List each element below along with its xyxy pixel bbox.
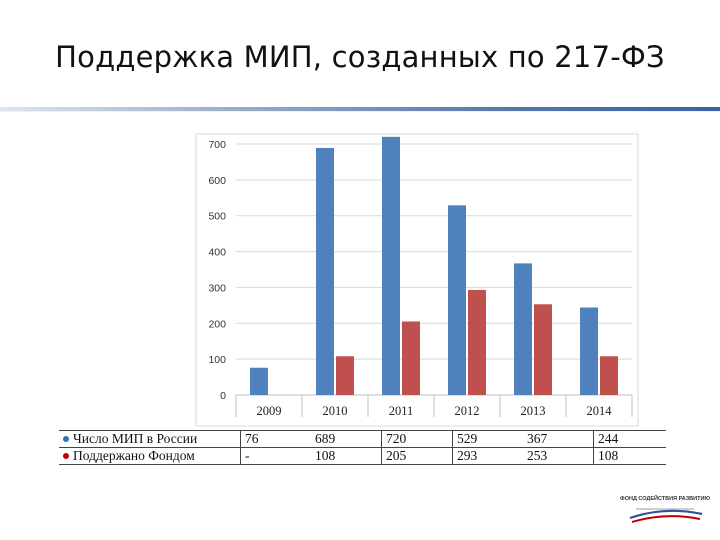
legend-dot-icon [63,436,69,442]
bar-supported-2010 [336,356,354,395]
row-label: Поддержано Фондом [73,448,195,463]
fund-logo: ФОНД СОДЕЙСТВИЯ РАЗВИТИЮ [620,492,710,528]
x-category-label: 2014 [587,404,613,418]
x-category-label: 2011 [389,404,414,418]
table-row: Число МИП в России 76 689 720 529 367 244 [59,430,666,448]
table-cell: - [240,447,311,465]
table-cell: 253 [523,447,594,465]
table-cell: 76 [240,430,311,448]
table-cell: 367 [523,430,594,448]
slide-title: Поддержка МИП, созданных по 217-ФЗ [55,40,665,74]
bar-total-2009 [250,367,268,395]
data-table: Число МИП в России 76 689 720 529 367 244 Подде… [59,430,666,465]
row-label-cell: Число МИП в России [59,430,241,448]
table-cell: 108 [593,447,666,465]
table-cell: 293 [452,447,523,465]
y-tick-label: 0 [220,390,226,402]
table-cell: 689 [311,430,382,448]
y-tick-label: 600 [208,175,226,187]
title-divider [0,107,720,111]
bar-supported-2013 [534,304,552,395]
y-tick-label: 100 [208,354,226,366]
table-cell: 720 [381,430,453,448]
x-category-label: 2009 [257,404,282,418]
row-label-cell: Поддержано Фондом [59,447,241,465]
bar-supported-2012 [468,289,486,395]
table-cell: 529 [452,430,523,448]
bar-total-2012 [448,205,466,395]
row-label: Число МИП в России [73,431,198,446]
title-divider-shadow [0,111,720,112]
bar-supported-2014 [600,356,618,395]
x-category-label: 2013 [521,404,546,418]
x-category-label: 2012 [455,404,480,418]
table-cell: 108 [311,447,382,465]
bar-total-2013 [514,263,532,395]
legend-dot-icon [63,453,69,459]
bar-total-2010 [316,147,334,395]
bar-total-2011 [382,136,400,396]
logo-swoosh-icon [629,508,703,523]
bar-total-2014 [580,307,598,395]
table-cell: 244 [593,430,666,448]
y-tick-label: 300 [208,282,226,294]
table-row: Поддержано Фондом -108 205 293 253 108 [59,447,666,465]
y-tick-label: 500 [208,211,226,223]
x-category-label: 2010 [323,404,348,418]
chart-frame [195,133,639,427]
y-tick-label: 700 [208,139,226,151]
bar-supported-2011 [402,321,420,395]
y-tick-label: 200 [208,318,226,330]
y-tick-label: 400 [208,247,226,259]
logo-text: ФОНД СОДЕЙСТВИЯ РАЗВИТИЮ [620,496,711,502]
table-cell: 205 [381,447,453,465]
